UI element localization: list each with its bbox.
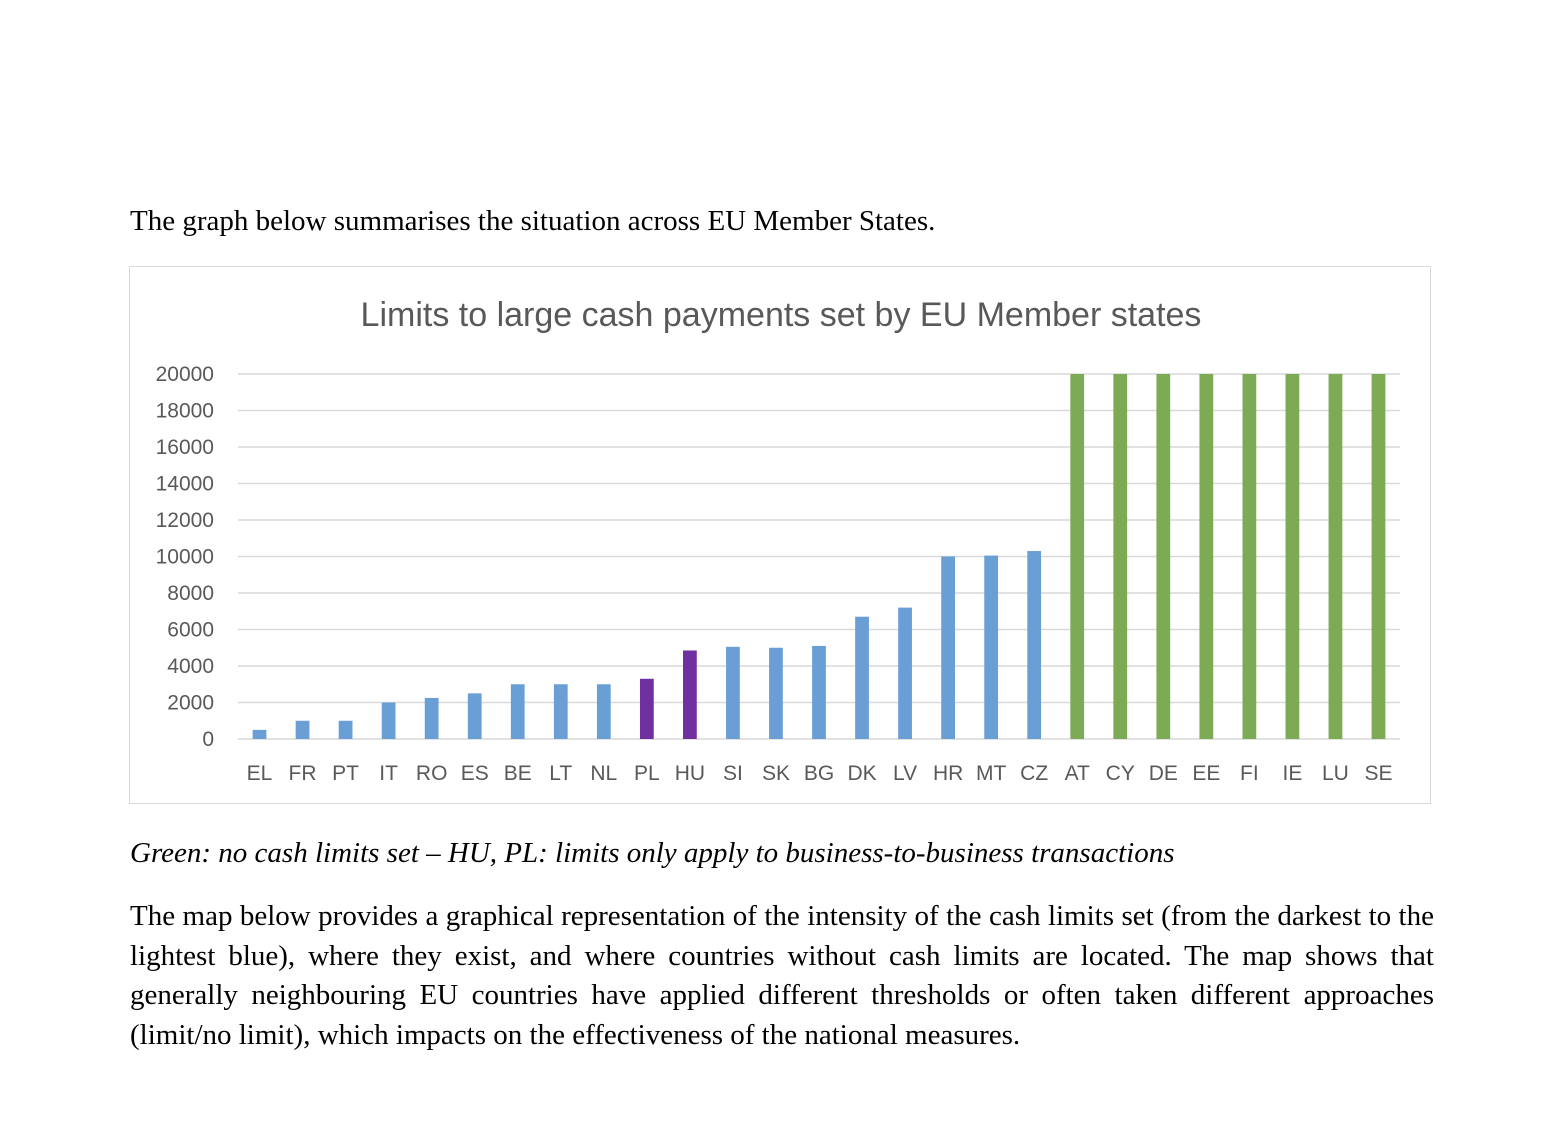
bar-bg (812, 645, 826, 739)
bar-chart-canvas: Limits to large cash payments set by EU … (156, 296, 1400, 785)
x-tick-label-at: AT (1065, 762, 1090, 785)
bar-ee (1199, 374, 1214, 739)
bar-pt (338, 720, 353, 739)
bar-cz (1027, 551, 1042, 739)
bar-lu (1328, 374, 1343, 739)
y-tick-label: 4000 (167, 655, 214, 678)
x-tick-label-pt: PT (332, 762, 359, 785)
map-description-paragraph: The map below provides a graphical repre… (130, 900, 1434, 1051)
y-tick-label: 20000 (156, 363, 214, 386)
bars (252, 374, 1386, 739)
chart-title: Limits to large cash payments set by EU … (361, 296, 1202, 334)
bar-at (1070, 374, 1085, 739)
x-tick-label-fi: FI (1240, 762, 1259, 785)
chart-caption: Green: no cash limits set – HU, PL: limi… (130, 837, 1175, 869)
bar-lt (553, 684, 568, 739)
bar-ro (424, 697, 439, 739)
bar-de (1156, 374, 1171, 739)
bar-ie (1285, 374, 1300, 739)
x-tick-label-mt: MT (976, 762, 1006, 785)
x-tick-label-si: SI (723, 762, 743, 785)
x-tick-label-lv: LV (893, 762, 917, 785)
x-tick-label-el: EL (247, 762, 273, 785)
x-tick-label-hu: HU (675, 762, 705, 785)
x-axis-tick-labels: EL FR PT IT RO ES BE LT NL PL HU SI SK BG DK LV HR MT CZ AT… (247, 762, 1393, 785)
x-tick-label-sk: SK (762, 762, 790, 785)
y-tick-label: 0 (202, 728, 214, 751)
bar-mt (984, 555, 999, 739)
bar-fi (1242, 374, 1257, 739)
y-tick-label: 6000 (167, 619, 214, 642)
bar-chart: Limits to large cash payments set by EU … (129, 266, 1431, 804)
x-tick-label-pl: PL (634, 762, 660, 785)
x-tick-label-lt: LT (549, 762, 572, 785)
x-tick-label-hr: HR (933, 762, 963, 785)
bar-fr (295, 720, 310, 739)
bar-es (467, 693, 482, 739)
bar-it (381, 702, 396, 739)
y-tick-label: 2000 (167, 692, 214, 715)
bar-hu (683, 650, 697, 739)
bar-hr (941, 556, 955, 739)
x-tick-label-be: BE (504, 762, 532, 785)
x-tick-label-es: ES (461, 762, 489, 785)
x-tick-label-ro: RO (416, 762, 448, 785)
bar-cy (1113, 374, 1128, 739)
bar-pl (639, 678, 654, 739)
x-tick-label-ee: EE (1192, 762, 1220, 785)
x-tick-label-nl: NL (590, 762, 617, 785)
y-axis-tick-labels: 0 2000 4000 6000 8000 10000 12000 14000 16000 180… (156, 363, 214, 751)
y-tick-label: 8000 (167, 582, 214, 605)
bar-dk (855, 616, 869, 739)
x-tick-label-fr: FR (289, 762, 317, 785)
bar-be (510, 684, 525, 739)
bar-si (726, 646, 740, 739)
x-tick-label-ie: IE (1282, 762, 1302, 785)
x-tick-label-cy: CY (1106, 762, 1135, 785)
bar-el (252, 729, 267, 739)
x-tick-label-lu: LU (1322, 762, 1349, 785)
bar-lv (898, 607, 912, 739)
y-tick-label: 18000 (156, 400, 214, 423)
bar-nl (596, 684, 611, 739)
y-tick-label: 14000 (156, 473, 214, 496)
y-tick-label: 12000 (156, 509, 214, 532)
y-tick-label: 10000 (156, 546, 214, 569)
x-tick-label-dk: DK (847, 762, 876, 785)
y-tick-label: 16000 (156, 436, 214, 459)
x-tick-label-se: SE (1364, 762, 1392, 785)
x-tick-label-it: IT (379, 762, 398, 785)
x-tick-label-bg: BG (804, 762, 834, 785)
x-tick-label-de: DE (1149, 762, 1178, 785)
bar-se (1371, 374, 1386, 739)
bar-sk (769, 647, 783, 739)
intro-paragraph: The graph below summarises the situation… (130, 205, 936, 237)
x-tick-label-cz: CZ (1020, 762, 1048, 785)
